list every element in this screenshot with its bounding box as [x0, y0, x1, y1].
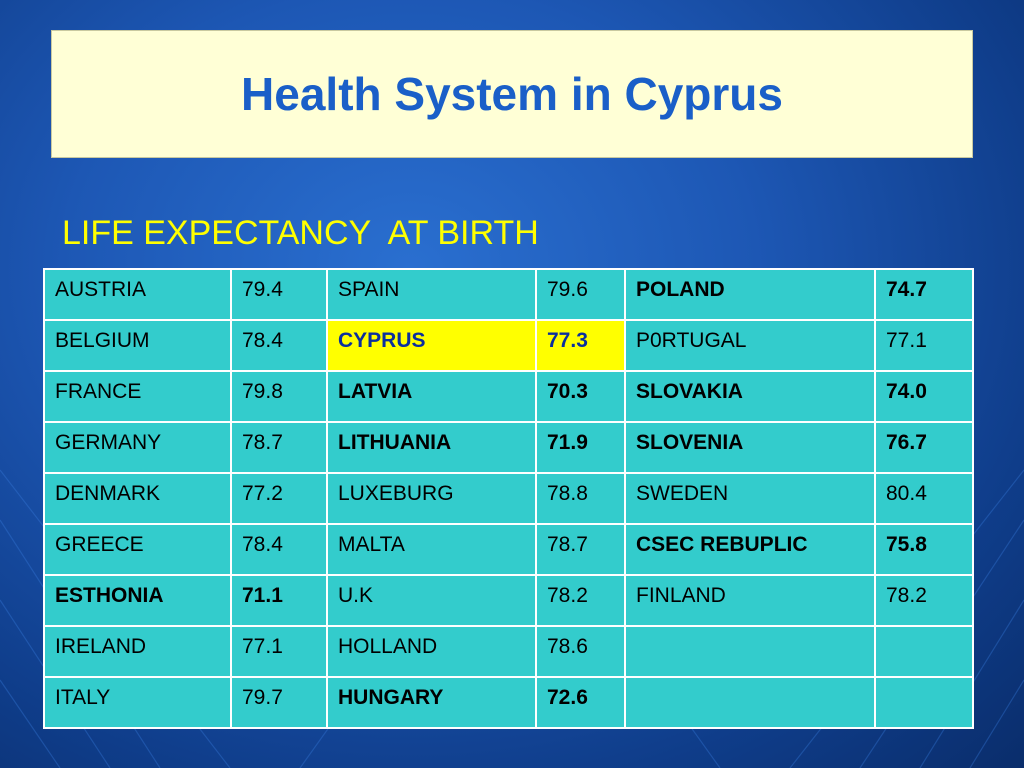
life-expectancy-value-cell: 77.3	[535, 319, 626, 372]
life-expectancy-value-cell: 79.7	[230, 676, 328, 729]
life-expectancy-value-cell: 72.6	[535, 676, 626, 729]
slide-title: Health System in Cyprus	[241, 68, 783, 120]
table-body: AUSTRIA 79.4 SPAIN 79.6 POLAND 74.7 BELGIUM 78.…	[43, 268, 974, 729]
life-expectancy-value-cell: 78.4	[230, 319, 328, 372]
country-name-cell: BELGIUM	[43, 319, 232, 372]
country-name-cell: HOLLAND	[326, 625, 537, 678]
life-expectancy-value-cell: 78.2	[535, 574, 626, 627]
country-name-cell: U.K	[326, 574, 537, 627]
table-row: IRELAND 77.1 HOLLAND 78.6	[43, 625, 974, 678]
life-expectancy-value-cell	[874, 625, 974, 678]
table-row: AUSTRIA 79.4 SPAIN 79.6 POLAND 74.7	[43, 268, 974, 321]
country-name-cell: SLOVAKIA	[624, 370, 876, 423]
life-expectancy-value-cell: 76.7	[874, 421, 974, 474]
life-expectancy-value-cell: 78.6	[535, 625, 626, 678]
country-name-cell: GERMANY	[43, 421, 232, 474]
table-row: ITALY 79.7 HUNGARY 72.6	[43, 676, 974, 729]
table-row: GERMANY 78.7 LITHUANIA 71.9 SLOVENIA 76.7	[43, 421, 974, 474]
title-box: Health System in Cyprus	[51, 30, 973, 158]
life-expectancy-value-cell: 78.2	[874, 574, 974, 627]
country-name-cell	[624, 625, 876, 678]
country-name-cell: CSEC REBUPLIC	[624, 523, 876, 576]
country-name-cell: ITALY	[43, 676, 232, 729]
country-name-cell: LATVIA	[326, 370, 537, 423]
country-name-cell: SWEDEN	[624, 472, 876, 525]
life-expectancy-value-cell: 79.4	[230, 268, 328, 321]
slide-subtitle: LIFE EXPECTANCY AT BIRTH	[62, 214, 539, 252]
country-name-cell: FRANCE	[43, 370, 232, 423]
life-expectancy-value-cell: 74.0	[874, 370, 974, 423]
country-name-cell: IRELAND	[43, 625, 232, 678]
country-name-cell: P0RTUGAL	[624, 319, 876, 372]
country-name-cell: POLAND	[624, 268, 876, 321]
country-name-cell: MALTA	[326, 523, 537, 576]
life-expectancy-value-cell: 79.6	[535, 268, 626, 321]
life-expectancy-value-cell	[874, 676, 974, 729]
life-expectancy-value-cell: 71.9	[535, 421, 626, 474]
country-name-cell: DENMARK	[43, 472, 232, 525]
country-name-cell: CYPRUS	[326, 319, 537, 372]
country-name-cell: SPAIN	[326, 268, 537, 321]
life-expectancy-value-cell: 74.7	[874, 268, 974, 321]
country-name-cell	[624, 676, 876, 729]
country-name-cell: LITHUANIA	[326, 421, 537, 474]
table-row: FRANCE 79.8 LATVIA 70.3 SLOVAKIA 74.0	[43, 370, 974, 423]
country-name-cell: SLOVENIA	[624, 421, 876, 474]
country-name-cell: HUNGARY	[326, 676, 537, 729]
life-expectancy-value-cell: 78.7	[230, 421, 328, 474]
table-row: DENMARK 77.2 LUXEBURG 78.8 SWEDEN 80.4	[43, 472, 974, 525]
life-expectancy-value-cell: 78.7	[535, 523, 626, 576]
country-name-cell: LUXEBURG	[326, 472, 537, 525]
life-expectancy-value-cell: 77.1	[874, 319, 974, 372]
life-expectancy-value-cell: 77.1	[230, 625, 328, 678]
country-name-cell: GREECE	[43, 523, 232, 576]
country-name-cell: ESTHONIA	[43, 574, 232, 627]
life-expectancy-value-cell: 75.8	[874, 523, 974, 576]
life-expectancy-value-cell: 78.8	[535, 472, 626, 525]
country-name-cell: FINLAND	[624, 574, 876, 627]
life-expectancy-value-cell: 77.2	[230, 472, 328, 525]
life-expectancy-value-cell: 79.8	[230, 370, 328, 423]
life-expectancy-value-cell: 71.1	[230, 574, 328, 627]
table-row: ESTHONIA 71.1 U.K 78.2 FINLAND 78.2	[43, 574, 974, 627]
life-expectancy-table: AUSTRIA 79.4 SPAIN 79.6 POLAND 74.7 BELGIUM 78.…	[43, 268, 974, 729]
life-expectancy-value-cell: 70.3	[535, 370, 626, 423]
country-name-cell: AUSTRIA	[43, 268, 232, 321]
table-row: GREECE 78.4 MALTA 78.7 CSEC REBUPLIC 75.8	[43, 523, 974, 576]
life-expectancy-value-cell: 80.4	[874, 472, 974, 525]
table-row: BELGIUM 78.4 CYPRUS 77.3 P0RTUGAL 77.1	[43, 319, 974, 372]
life-expectancy-value-cell: 78.4	[230, 523, 328, 576]
